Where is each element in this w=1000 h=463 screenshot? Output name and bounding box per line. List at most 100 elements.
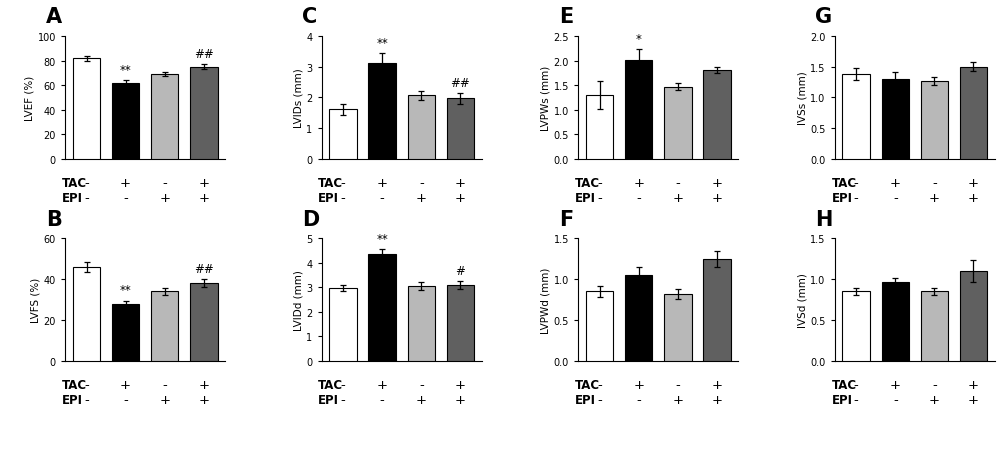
Text: +: +: [377, 176, 388, 189]
Text: TAC: TAC: [575, 378, 600, 391]
Text: EPI: EPI: [575, 393, 596, 406]
Text: -: -: [636, 393, 641, 406]
Text: -: -: [597, 378, 602, 391]
Text: #: #: [455, 264, 465, 277]
Text: +: +: [968, 176, 979, 189]
Text: +: +: [377, 378, 388, 391]
Text: EPI: EPI: [575, 191, 596, 204]
Text: -: -: [597, 393, 602, 406]
Text: EPI: EPI: [62, 393, 83, 406]
Text: -: -: [380, 191, 385, 204]
Text: TAC: TAC: [318, 176, 343, 189]
Bar: [447, 285, 474, 361]
Text: +: +: [929, 393, 940, 406]
Text: +: +: [416, 191, 427, 204]
Text: -: -: [854, 378, 859, 391]
Bar: [625, 61, 652, 159]
Bar: [368, 63, 396, 159]
Text: +: +: [416, 393, 427, 406]
Text: TAC: TAC: [831, 378, 857, 391]
Y-axis label: LVPWd (mm): LVPWd (mm): [541, 267, 551, 333]
Text: -: -: [380, 393, 385, 406]
Bar: [842, 292, 870, 361]
Bar: [960, 68, 987, 159]
Text: TAC: TAC: [575, 176, 600, 189]
Text: +: +: [198, 378, 209, 391]
Text: -: -: [854, 176, 859, 189]
Text: G: G: [815, 7, 833, 27]
Text: EPI: EPI: [62, 191, 83, 204]
Text: **: **: [120, 64, 131, 77]
Text: +: +: [120, 378, 131, 391]
Text: TAC: TAC: [318, 378, 343, 391]
Text: +: +: [198, 176, 209, 189]
Bar: [664, 294, 692, 361]
Bar: [586, 96, 613, 159]
Text: TAC: TAC: [831, 176, 857, 189]
Text: ##: ##: [194, 48, 214, 61]
Y-axis label: IVSs (mm): IVSs (mm): [797, 71, 807, 125]
Text: -: -: [932, 378, 937, 391]
Text: -: -: [597, 176, 602, 189]
Bar: [329, 288, 357, 361]
Text: +: +: [672, 191, 683, 204]
Text: -: -: [341, 393, 345, 406]
Text: +: +: [455, 191, 466, 204]
Text: -: -: [123, 191, 128, 204]
Text: -: -: [341, 191, 345, 204]
Text: **: **: [376, 232, 388, 245]
Y-axis label: LVEF (%): LVEF (%): [25, 75, 35, 121]
Text: TAC: TAC: [62, 176, 87, 189]
Bar: [368, 255, 396, 361]
Text: -: -: [854, 393, 859, 406]
Bar: [408, 96, 435, 159]
Bar: [329, 110, 357, 159]
Text: -: -: [675, 176, 680, 189]
Bar: [664, 88, 692, 159]
Bar: [408, 287, 435, 361]
Bar: [882, 282, 909, 361]
Bar: [447, 99, 474, 159]
Text: -: -: [341, 378, 345, 391]
Text: +: +: [455, 176, 466, 189]
Text: EPI: EPI: [318, 191, 339, 204]
Text: ##: ##: [194, 263, 214, 275]
Text: +: +: [968, 378, 979, 391]
Text: -: -: [84, 191, 89, 204]
Bar: [703, 71, 731, 159]
Text: +: +: [929, 191, 940, 204]
Text: A: A: [46, 7, 62, 27]
Text: -: -: [419, 378, 424, 391]
Text: -: -: [893, 393, 898, 406]
Text: ##: ##: [451, 76, 470, 89]
Text: +: +: [120, 176, 131, 189]
Text: +: +: [455, 378, 466, 391]
Text: +: +: [890, 176, 901, 189]
Text: +: +: [455, 393, 466, 406]
Text: -: -: [162, 176, 167, 189]
Bar: [190, 68, 218, 159]
Bar: [73, 267, 100, 361]
Y-axis label: LVIDd (mm): LVIDd (mm): [293, 269, 303, 331]
Bar: [960, 271, 987, 361]
Bar: [882, 80, 909, 159]
Bar: [586, 292, 613, 361]
Text: -: -: [675, 378, 680, 391]
Text: -: -: [419, 176, 424, 189]
Text: EPI: EPI: [318, 393, 339, 406]
Text: -: -: [932, 176, 937, 189]
Text: EPI: EPI: [831, 393, 852, 406]
Text: -: -: [893, 191, 898, 204]
Text: TAC: TAC: [62, 378, 87, 391]
Y-axis label: LVPWs (mm): LVPWs (mm): [541, 66, 551, 131]
Text: **: **: [376, 37, 388, 50]
Bar: [73, 59, 100, 159]
Bar: [112, 304, 139, 361]
Text: +: +: [711, 378, 722, 391]
Text: +: +: [633, 176, 644, 189]
Text: +: +: [672, 393, 683, 406]
Y-axis label: LVFS (%): LVFS (%): [31, 277, 41, 323]
Bar: [921, 81, 948, 159]
Text: EPI: EPI: [831, 191, 852, 204]
Bar: [151, 292, 178, 361]
